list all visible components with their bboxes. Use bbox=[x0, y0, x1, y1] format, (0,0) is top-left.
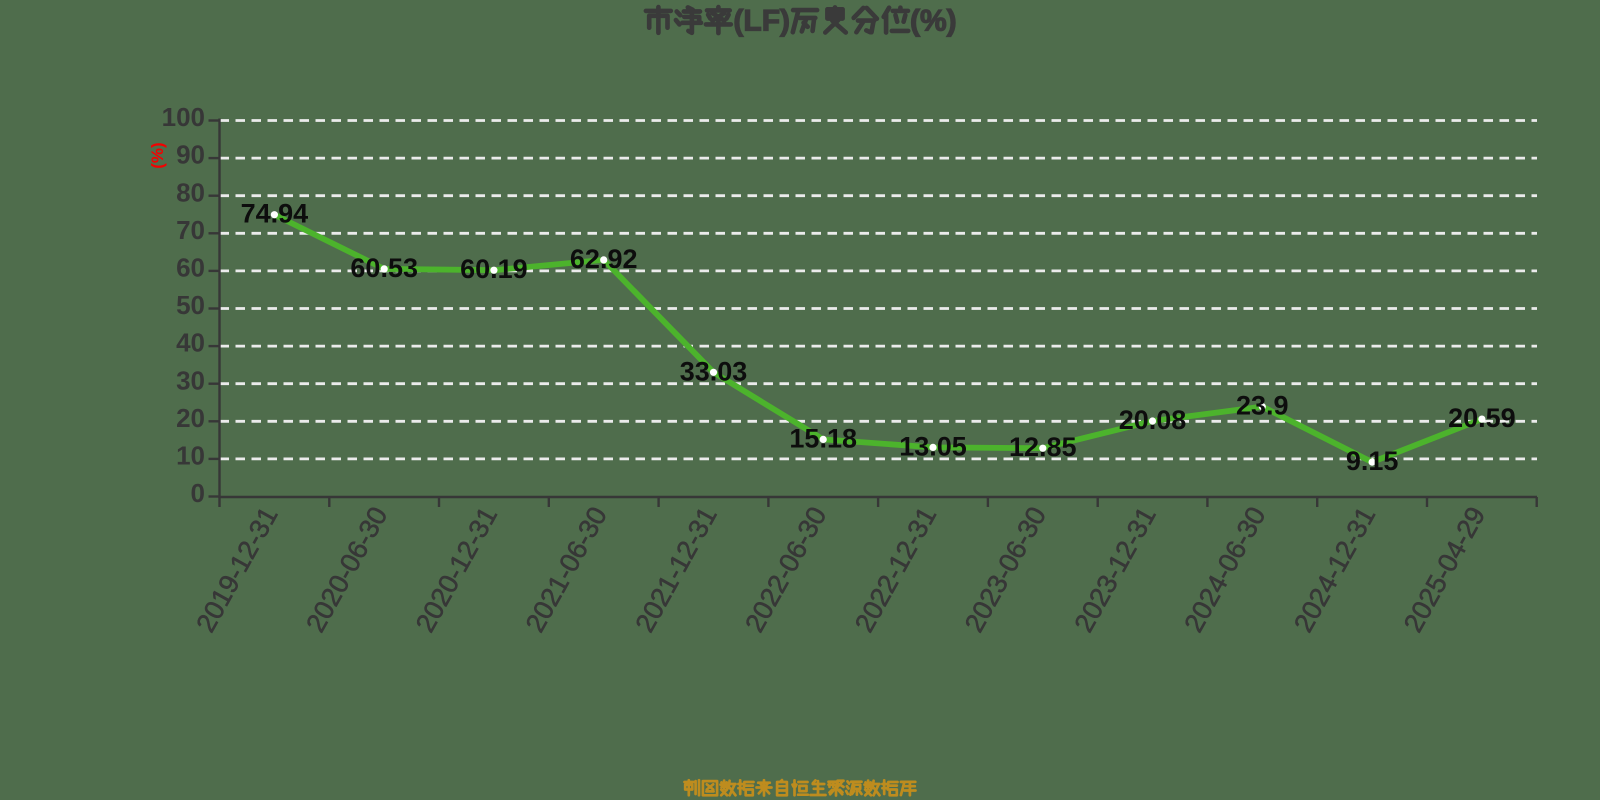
svg-text:12.85: 12.85 bbox=[1009, 432, 1077, 462]
svg-text:0: 0 bbox=[191, 478, 205, 508]
svg-text:(LF): (LF) bbox=[733, 4, 790, 37]
svg-text:10: 10 bbox=[176, 441, 205, 471]
svg-text:80: 80 bbox=[176, 177, 205, 207]
svg-text:62.92: 62.92 bbox=[570, 244, 638, 274]
svg-text:33.03: 33.03 bbox=[680, 356, 748, 386]
svg-text:20.59: 20.59 bbox=[1448, 403, 1516, 433]
svg-text:13.05: 13.05 bbox=[899, 431, 967, 461]
svg-text:9.15: 9.15 bbox=[1346, 446, 1399, 476]
svg-text:30: 30 bbox=[176, 365, 205, 395]
svg-text:(%): (%) bbox=[148, 142, 167, 168]
svg-text:60.53: 60.53 bbox=[350, 253, 418, 283]
svg-text:15.18: 15.18 bbox=[789, 423, 857, 453]
svg-text:50: 50 bbox=[176, 290, 205, 320]
svg-text:74.94: 74.94 bbox=[241, 199, 309, 229]
svg-text:60.19: 60.19 bbox=[460, 254, 528, 284]
svg-text:90: 90 bbox=[176, 140, 205, 170]
svg-text:(%): (%) bbox=[910, 4, 957, 37]
svg-text:40: 40 bbox=[176, 328, 205, 358]
svg-text:23.9: 23.9 bbox=[1236, 391, 1289, 421]
svg-text:20: 20 bbox=[176, 403, 205, 433]
svg-text:60: 60 bbox=[176, 253, 205, 283]
svg-text:100: 100 bbox=[162, 102, 205, 132]
svg-text:20.08: 20.08 bbox=[1119, 405, 1187, 435]
svg-text:70: 70 bbox=[176, 215, 205, 245]
